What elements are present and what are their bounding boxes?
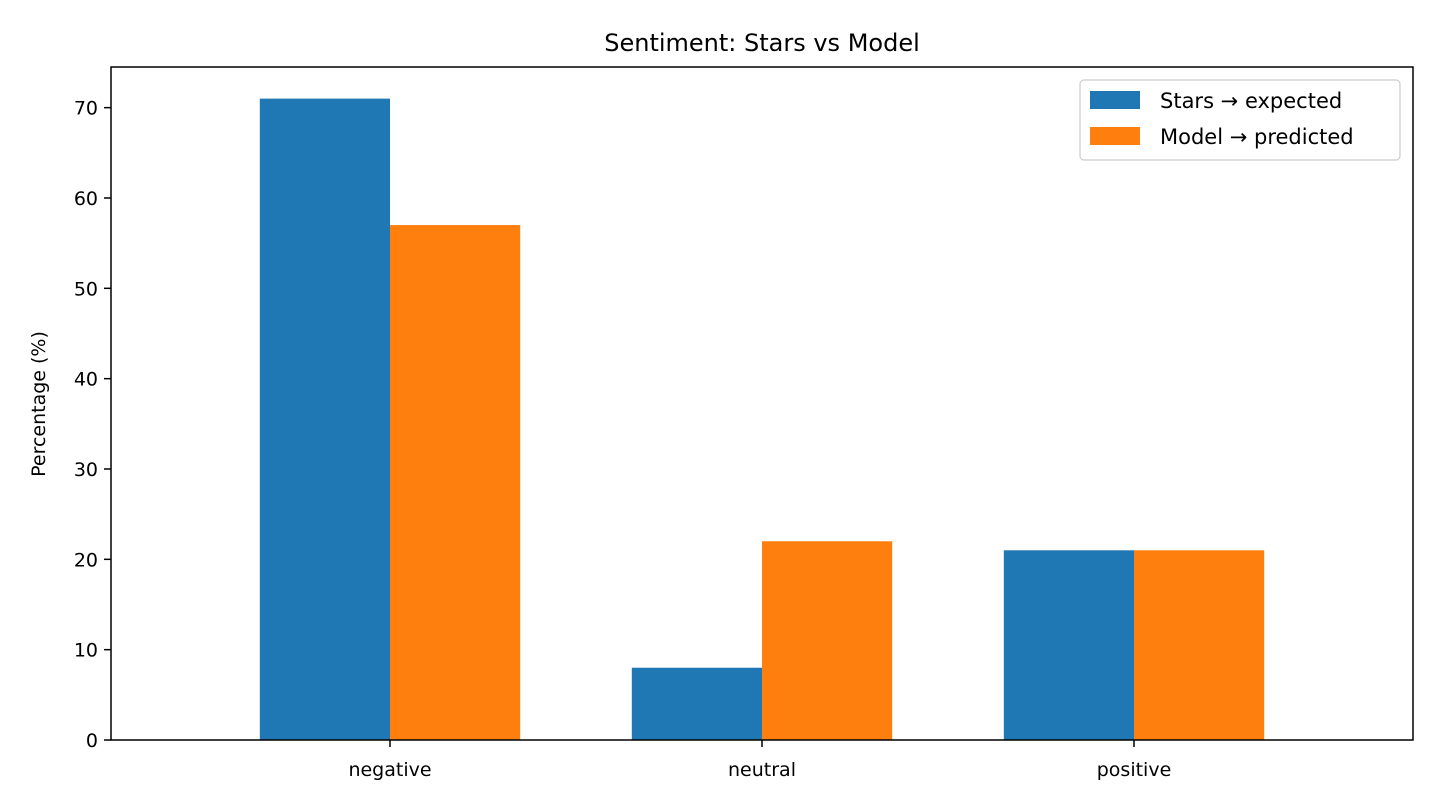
y-tick-label: 50 <box>74 278 98 300</box>
y-tick-label: 0 <box>86 730 98 752</box>
plot-frame <box>110 66 1414 741</box>
legend-swatch-model <box>1090 127 1140 145</box>
bar-stars-positive <box>1003 550 1134 740</box>
bar-stars-neutral <box>631 667 762 740</box>
x-tick-label-negative: negative <box>348 759 431 781</box>
chart-title: Sentiment: Stars vs Model <box>604 29 920 57</box>
y-tick-label: 20 <box>74 549 98 571</box>
y-tick-label: 30 <box>74 459 98 481</box>
y-axis-title: Percentage (%) <box>28 331 50 477</box>
y-tick-label: 60 <box>74 188 98 210</box>
legend-label-stars: Stars → expected <box>1160 89 1342 113</box>
x-tick-label-positive: positive <box>1097 759 1172 781</box>
legend-box <box>1079 79 1401 161</box>
legend: Stars → expected Model → predicted <box>1079 79 1401 161</box>
y-tick-label: 40 <box>74 369 98 391</box>
x-axis-ticks: negative neutral positive <box>348 740 1171 781</box>
bar-model-negative <box>390 225 521 741</box>
x-tick-label-neutral: neutral <box>728 759 796 781</box>
y-tick-label: 10 <box>74 640 98 662</box>
bar-stars-negative <box>259 98 390 741</box>
bar-model-positive <box>1134 550 1265 740</box>
y-axis-ticks: 0 10 20 30 40 50 60 70 <box>74 98 111 752</box>
bars-group <box>259 98 1265 741</box>
y-tick-label: 70 <box>74 98 98 120</box>
legend-swatch-stars <box>1090 91 1140 109</box>
bar-model-neutral <box>762 541 893 740</box>
legend-label-model: Model → predicted <box>1160 125 1354 149</box>
